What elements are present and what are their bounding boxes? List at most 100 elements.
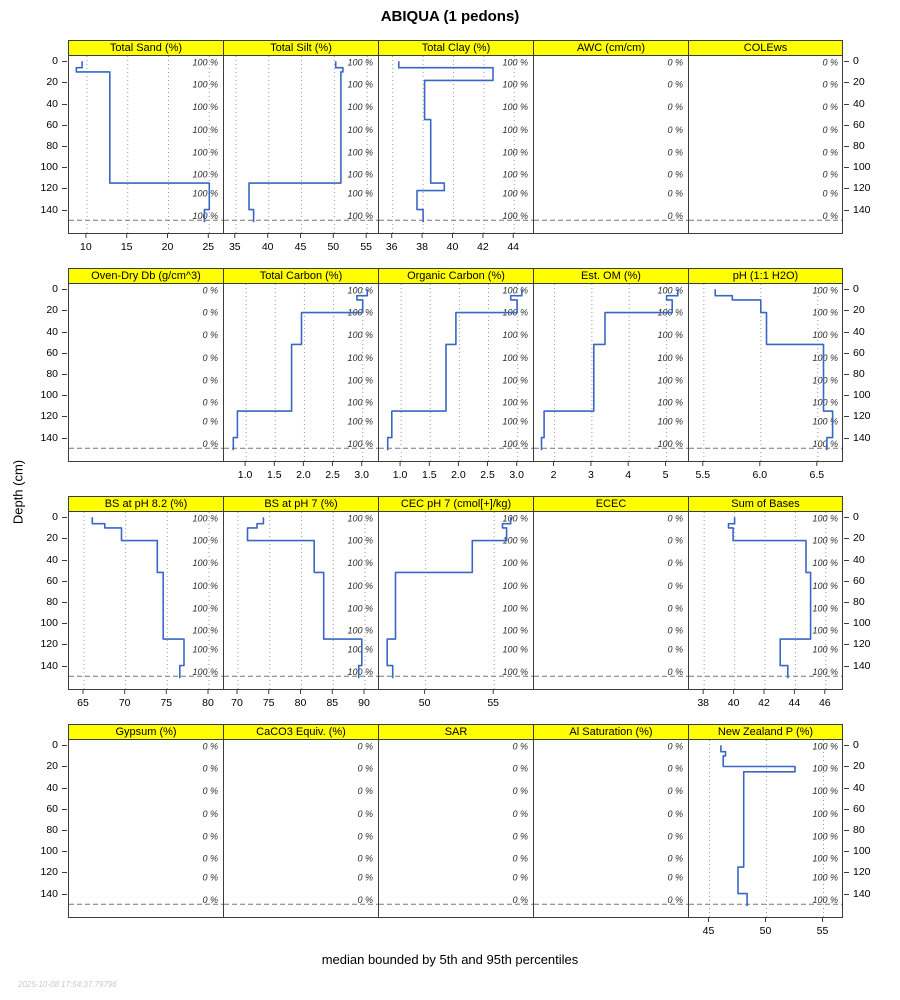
x-axis-svg: 65 70 75 80	[77, 690, 214, 709]
panel-title: Total Carbon (%)	[259, 270, 343, 282]
panel-title: CEC pH 7 (cmol[+]/kg)	[400, 498, 512, 510]
depth-tick	[844, 210, 849, 211]
contributing-fraction-label: 100 %	[192, 581, 218, 591]
contributing-fraction-label: 100 %	[192, 147, 218, 157]
contributing-fraction-label: 0 %	[667, 626, 683, 636]
contributing-fraction-label: 100 %	[502, 536, 528, 546]
contributing-fraction-label: 100 %	[347, 102, 373, 112]
contributing-fraction-label: 100 %	[192, 170, 218, 180]
depth-tick	[844, 374, 849, 375]
panel-strip-caco3-equiv: CaCO3 Equiv. (%)	[223, 724, 378, 740]
depth-tick-label: 20	[46, 76, 58, 88]
depth-tick	[62, 766, 67, 767]
contributing-fraction-label: 100 %	[347, 417, 373, 427]
x-tick-label: 55	[487, 697, 499, 709]
depth-tick-label: 60	[853, 119, 865, 131]
depth-tick-label: 120	[40, 638, 58, 650]
contributing-fraction-label: 100 %	[192, 80, 218, 90]
timestamp-watermark: 2025-10-08 17:54:37.79796	[18, 980, 117, 989]
contributing-fraction-label: 100 %	[347, 330, 373, 340]
x-tick-label: 42	[758, 697, 770, 709]
depth-tick-label: 0	[52, 283, 58, 295]
panel-plot: 100 % 100 % 100 % 100 % 100 % 100 % 100 % 100 %	[689, 284, 842, 461]
panel-organic-carbon: 100 % 100 % 100 % 100 % 100 % 100 % 100 % 100 %	[378, 284, 533, 462]
x-tick-label: 70	[231, 697, 243, 709]
depth-tick-label: 40	[853, 782, 865, 794]
contributing-fraction-label: 0 %	[357, 873, 373, 883]
depth-tick	[62, 146, 67, 147]
panel-oven-dry-db-g-cm-3: 0 % 0 % 0 % 0 % 0 % 0 % 0 % 0 %	[68, 284, 223, 462]
depth-tick-label: 80	[853, 824, 865, 836]
depth-tick-label: 100	[40, 617, 58, 629]
x-axis-total-sand: 10 15 20 25	[68, 234, 223, 256]
contributing-fraction-label: 100 %	[347, 285, 373, 295]
depth-tick	[62, 125, 67, 126]
depth-tick-label: 0	[853, 55, 859, 67]
contributing-fraction-label: 0 %	[667, 895, 683, 905]
x-tick-label: 40	[262, 241, 274, 253]
panel-strip-bs-at-ph-8-2: BS at pH 8.2 (%)	[68, 496, 223, 512]
x-axis-total-silt: 35 40 45 50 55	[223, 234, 378, 256]
panel-strip-sum-of-bases: Sum of Bases	[688, 496, 843, 512]
panel-strip-est-om: Est. OM (%)	[533, 268, 688, 284]
x-tick-label: 2.0	[451, 469, 466, 481]
panel-title: Est. OM (%)	[581, 270, 641, 282]
depth-tick	[844, 289, 849, 290]
panel-bs-at-ph-8-2: 100 % 100 % 100 % 100 % 100 % 100 % 100 % 100 %	[68, 512, 223, 690]
depth-tick	[62, 809, 67, 810]
x-tick-label: 50	[760, 925, 772, 937]
contributing-fraction-label: 0 %	[202, 873, 218, 883]
contributing-fraction-label: 0 %	[202, 330, 218, 340]
contributing-fraction-label: 100 %	[502, 626, 528, 636]
contributing-fraction-label: 0 %	[822, 170, 838, 180]
depth-tick-label: 40	[853, 326, 865, 338]
depth-tick-label: 60	[46, 575, 58, 587]
depth-tick	[62, 210, 67, 211]
x-tick-label: 75	[160, 697, 172, 709]
contributing-fraction-label: 100 %	[502, 353, 528, 363]
contributing-fraction-label: 100 %	[347, 57, 373, 67]
contributing-fraction-label: 100 %	[812, 308, 838, 318]
depth-tick-label: 40	[46, 98, 58, 110]
median-line	[91, 517, 185, 679]
x-tick-label: 55	[360, 241, 372, 253]
median-line	[386, 289, 523, 451]
x-tick-label: 38	[697, 697, 709, 709]
depth-tick	[62, 623, 67, 624]
contributing-fraction-label: 0 %	[667, 102, 683, 112]
depth-tick	[844, 146, 849, 147]
x-axis-svg: 1.0 1.5 2.0 2.5 3.0	[238, 462, 369, 481]
contributing-fraction-label: 0 %	[202, 375, 218, 385]
median-line	[540, 289, 679, 451]
contributing-fraction-label: 100 %	[502, 147, 528, 157]
depth-tick-label: 20	[853, 304, 865, 316]
depth-tick-label: 40	[46, 782, 58, 794]
x-tick-label: 80	[202, 697, 214, 709]
contributing-fraction-label: 100 %	[192, 558, 218, 568]
contributing-fraction-label: 100 %	[192, 667, 218, 677]
depth-tick-label: 40	[46, 554, 58, 566]
panel-plot: 100 % 100 % 100 % 100 % 100 % 100 % 100 % 100 %	[689, 512, 842, 689]
contributing-fraction-label: 100 %	[812, 873, 838, 883]
contributing-fraction-label: 100 %	[347, 558, 373, 568]
contributing-fraction-label: 0 %	[822, 57, 838, 67]
contributing-fraction-label: 100 %	[347, 147, 373, 157]
panel-strip-oven-dry-db-g-cm-3: Oven-Dry Db (g/cm^3)	[68, 268, 223, 284]
x-tick-label: 1.5	[422, 469, 437, 481]
depth-tick	[62, 602, 67, 603]
median-line	[386, 517, 512, 679]
figure-title: ABIQUA (1 pedons)	[380, 8, 520, 25]
depth-tick-label: 20	[46, 304, 58, 316]
panel-title: Oven-Dry Db (g/cm^3)	[91, 270, 201, 282]
contributing-fraction-label: 100 %	[347, 125, 373, 135]
depth-tick-label: 80	[46, 140, 58, 152]
x-axis-total-carbon: 1.0 1.5 2.0 2.5 3.0	[223, 462, 378, 484]
panel-title: Total Silt (%)	[270, 42, 332, 54]
contributing-fraction-label: 100 %	[812, 558, 838, 568]
contributing-fraction-label: 0 %	[667, 125, 683, 135]
contributing-fraction-label: 100 %	[657, 330, 683, 340]
panel-awc-cm-cm: 0 % 0 % 0 % 0 % 0 % 0 % 0 % 0 %	[533, 56, 688, 234]
depth-tick-label: 120	[853, 638, 871, 650]
contributing-fraction-label: 100 %	[812, 895, 838, 905]
x-tick-label: 44	[507, 241, 519, 253]
